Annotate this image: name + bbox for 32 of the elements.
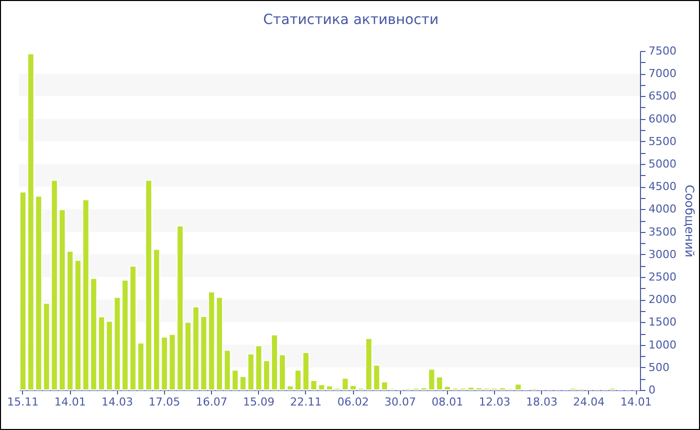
y-tick-label: 3000 xyxy=(648,248,676,261)
chart-title: Статистика активности xyxy=(263,12,439,28)
y-tick-label: 0 xyxy=(648,384,656,396)
y-tick-label: 1000 xyxy=(648,338,676,352)
y-axis-title: Сообщений xyxy=(682,184,696,258)
x-tick-label: 16.07 xyxy=(196,396,228,408)
y-tick-label: 2000 xyxy=(648,293,676,306)
y-tick-label: 6000 xyxy=(648,112,676,126)
y-tick-label: 7000 xyxy=(648,67,676,80)
y-tick-label: 5500 xyxy=(648,134,676,148)
x-tick-label: 30.07 xyxy=(384,396,416,408)
x-tick-label: 18.03 xyxy=(526,396,558,408)
x-tick-label: 15.11 xyxy=(7,396,39,408)
x-tick-label: 17.05 xyxy=(148,396,180,408)
x-tick-label: 15.09 xyxy=(243,396,275,408)
x-tick-label: 24.04 xyxy=(573,396,605,408)
y-tick-label: 6500 xyxy=(648,90,676,103)
y-tick-label: 2500 xyxy=(648,270,676,284)
y-tick-label: 4500 xyxy=(648,180,676,194)
y-tick-label: 500 xyxy=(648,360,670,374)
y-tick-label: 5000 xyxy=(648,158,676,170)
x-tick-label: 12.03 xyxy=(478,396,510,408)
x-tick-label: 22.11 xyxy=(290,396,322,408)
y-tick-label: 7500 xyxy=(648,44,676,58)
y-tick-label: 4000 xyxy=(648,202,676,216)
y-tick-label: 3500 xyxy=(648,225,676,238)
x-tick-label: 08.01 xyxy=(432,396,464,408)
y-tick-label: 1500 xyxy=(648,316,676,329)
x-tick-label: 14.01 xyxy=(620,396,652,408)
x-tick-label: 14.01 xyxy=(54,396,86,408)
x-tick-label: 06.02 xyxy=(337,396,369,408)
x-tick-label: 14.03 xyxy=(102,396,134,408)
